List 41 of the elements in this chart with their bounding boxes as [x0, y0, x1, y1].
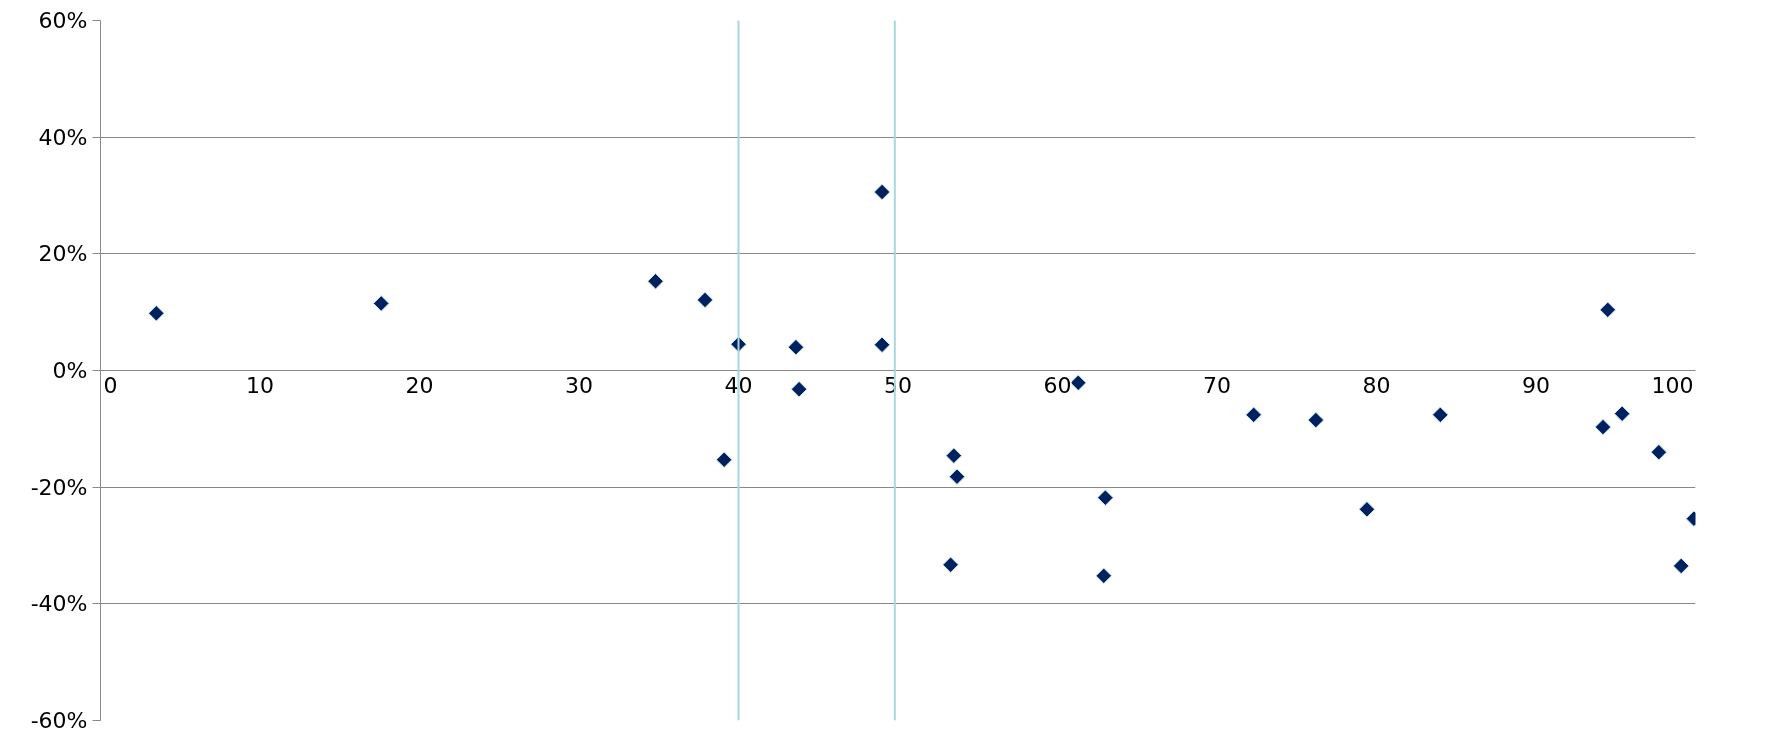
y-tick-label: -40%: [30, 591, 88, 617]
point: [787, 338, 805, 356]
point: [1432, 406, 1449, 424]
point: [1599, 301, 1617, 319]
point: [948, 468, 966, 485]
point: [1613, 405, 1631, 422]
y-tick-label: -60%: [30, 708, 88, 733]
x-tick-label: 40: [724, 372, 753, 398]
point: [873, 336, 891, 354]
point: [1245, 406, 1262, 424]
point: [1097, 489, 1114, 506]
y-tick-label: 0%: [52, 358, 88, 383]
point: [1358, 501, 1376, 518]
x-tick-label: 90: [1522, 372, 1550, 398]
point: [790, 380, 808, 398]
x-tick-label: 0: [103, 372, 118, 398]
point: [715, 451, 733, 469]
x-tick-label: 10: [246, 372, 274, 398]
x-tick-label: 20: [405, 372, 434, 398]
point: [1095, 567, 1113, 585]
x-tick-label: 70: [1203, 372, 1231, 398]
point: [372, 295, 390, 312]
point: [1594, 418, 1612, 436]
point: [873, 183, 891, 201]
point: [1672, 557, 1690, 575]
y-tick-label: 20%: [38, 241, 88, 267]
point: [696, 291, 714, 309]
point: [647, 272, 664, 290]
point: [1650, 443, 1668, 461]
y-tick-label: 60%: [38, 8, 88, 33]
x-tick-label: 30: [565, 372, 593, 398]
point: [942, 556, 959, 574]
point: [1307, 411, 1325, 429]
y-tick-label: 40%: [38, 124, 88, 150]
point: [1069, 374, 1087, 392]
x-tick-label: 80: [1362, 372, 1391, 398]
point: [148, 305, 165, 322]
point: [945, 447, 963, 464]
x-tick-label: 100: [1651, 372, 1694, 398]
y-tick-label: -20%: [30, 474, 88, 500]
x-tick-label: 60: [1043, 372, 1072, 398]
